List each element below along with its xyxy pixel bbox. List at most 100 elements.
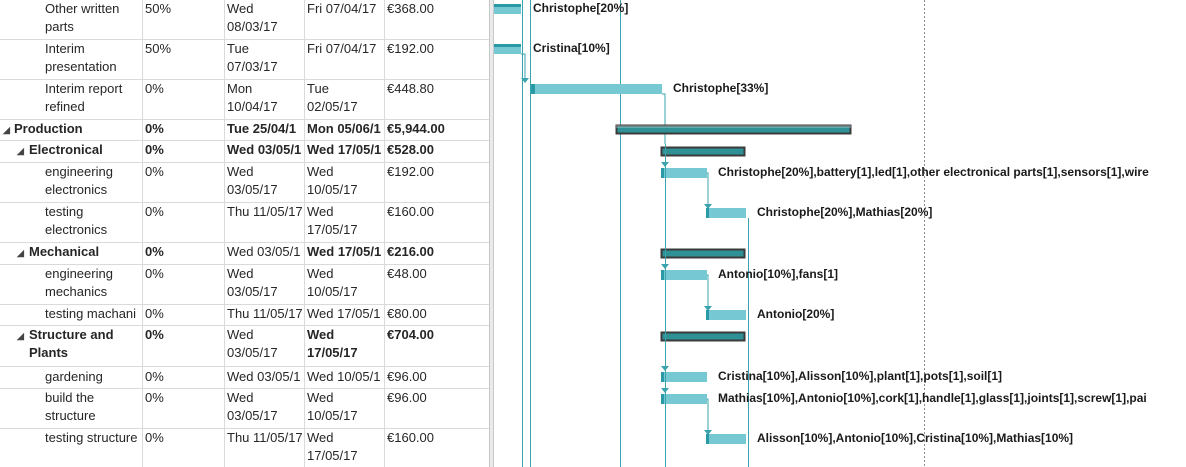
- resource-label: Cristina[10%],Alisson[10%],plant[1],pots…: [718, 369, 1003, 383]
- finish-date: Wed 10/05/17: [307, 164, 358, 197]
- task-row-electronical[interactable]: ◢ Electronical 0% Wed 03/05/1 Wed 17/05/…: [0, 141, 490, 162]
- arrow-head-icon: [704, 306, 712, 311]
- finish-date: Wed 17/05/17: [307, 430, 358, 463]
- name-cell[interactable]: gardening: [0, 367, 143, 388]
- name-cell[interactable]: ◢ Electronical: [0, 141, 143, 162]
- percent-complete: 0%: [145, 142, 164, 157]
- arrow-head-icon: [521, 78, 529, 83]
- start-date: Tue 25/04/1: [227, 121, 297, 136]
- start-date: Wed 03/05/17: [227, 164, 278, 197]
- arrow-head-icon: [704, 204, 712, 209]
- name-cell[interactable]: ◢ Mechanical: [0, 243, 143, 264]
- gantt-chart: Christophe[20%] Cristina[10%] Christophe…: [494, 0, 1186, 467]
- pane-splitter[interactable]: [489, 0, 494, 467]
- task-row-production[interactable]: ◢ Production 0% Tue 25/04/1 Mon 05/06/1 …: [0, 120, 490, 140]
- start-date: Wed 03/05/1: [227, 369, 301, 384]
- finish-date: Wed 17/05/1: [307, 142, 382, 157]
- progress-indicator: [494, 4, 521, 7]
- percent-complete: 0%: [145, 164, 164, 179]
- dependency-link: [707, 172, 709, 206]
- cost: €192.00: [387, 164, 434, 179]
- task-row-other-written-parts[interactable]: Other written parts 50% Wed 08/03/17 Fri…: [0, 0, 490, 40]
- cost: €96.00: [387, 390, 427, 405]
- start-date: Tue 07/03/17: [227, 41, 278, 74]
- gantt-bar-engineering-mechanics[interactable]: [661, 270, 707, 280]
- gantt-bar-interim-report-refined[interactable]: [531, 84, 662, 94]
- cost: €216.00: [387, 244, 434, 259]
- percent-complete: 0%: [145, 327, 164, 342]
- name-cell[interactable]: Interim presentation: [0, 40, 143, 80]
- cost: €80.00: [387, 306, 427, 321]
- finish-date: Fri 07/04/17: [307, 41, 377, 56]
- percent-complete: 50%: [145, 1, 172, 16]
- summary-bar-electronical[interactable]: [660, 146, 746, 157]
- percent-complete: 0%: [145, 204, 164, 219]
- name-cell[interactable]: Other written parts: [0, 0, 143, 40]
- collapse-triangle-icon[interactable]: ◢: [17, 248, 24, 258]
- summary-bar-production[interactable]: [615, 124, 852, 135]
- cost: €160.00: [387, 430, 434, 445]
- task-row-structure-and-plants[interactable]: ◢ Structure and Plants 0% Wed 03/05/17 W…: [0, 326, 490, 366]
- gantt-bar-testing-structure[interactable]: [706, 434, 746, 444]
- task-row-testing-electronics[interactable]: testing electronics 0% Thu 11/05/17 Wed …: [0, 203, 490, 243]
- dependency-link: [662, 93, 666, 144]
- name-cell[interactable]: build the structure: [0, 389, 143, 429]
- resource-label: Cristina[10%]: [533, 41, 610, 55]
- name-cell[interactable]: engineering electronics: [0, 163, 143, 203]
- task-row-engineering-electronics[interactable]: engineering electronics 0% Wed 03/05/17 …: [0, 163, 490, 203]
- resource-label: Mathias[10%],Antonio[10%],cork[1],handle…: [718, 391, 1147, 405]
- start-date: Mon 10/04/17: [227, 81, 278, 114]
- collapse-triangle-icon[interactable]: ◢: [3, 125, 10, 135]
- task-table: Other written parts 50% Wed 08/03/17 Fri…: [0, 0, 490, 467]
- start-date: Thu 11/05/17: [227, 306, 303, 321]
- gantt-bar-interim-presentation[interactable]: [494, 44, 521, 54]
- finish-date: Tue 02/05/17: [307, 81, 358, 114]
- gantt-bar-testing-electronics[interactable]: [706, 208, 746, 218]
- start-date: Thu 11/05/17: [227, 430, 303, 445]
- finish-date: Wed 17/05/17: [307, 204, 358, 237]
- name-cell[interactable]: Interim report refined: [0, 80, 143, 120]
- task-row-gardening[interactable]: gardening 0% Wed 03/05/1 Wed 10/05/1 €96…: [0, 367, 490, 388]
- task-row-interim-presentation[interactable]: Interim presentation 50% Tue 07/03/17 Fr…: [0, 40, 490, 80]
- resource-label: Antonio[20%]: [757, 307, 835, 321]
- task-row-testing-structure[interactable]: testing structure 0% Thu 11/05/17 Wed 17…: [0, 429, 490, 467]
- gantt-canvas: [494, 0, 925, 467]
- resource-label: Alisson[10%],Antonio[10%],Cristina[10%],…: [757, 431, 1074, 445]
- gantt-bar-gardening[interactable]: [661, 372, 707, 382]
- finish-date: Wed 17/05/1: [307, 306, 381, 321]
- start-date: Wed 03/05/17: [227, 390, 278, 423]
- summary-bar-structure-and-plants[interactable]: [660, 331, 746, 342]
- start-date: Wed 03/05/1: [227, 142, 302, 157]
- resource-label: Antonio[10%],fans[1]: [718, 267, 838, 281]
- name-cell[interactable]: testing machani: [0, 305, 143, 325]
- gantt-bar-other-written-parts[interactable]: [494, 4, 521, 14]
- task-row-mechanical[interactable]: ◢ Mechanical 0% Wed 03/05/1 Wed 17/05/1 …: [0, 243, 490, 264]
- finish-date: Wed 10/05/17: [307, 266, 358, 299]
- collapse-triangle-icon[interactable]: ◢: [17, 331, 24, 341]
- start-date: Wed 03/05/17: [227, 327, 278, 360]
- cost: €192.00: [387, 41, 434, 56]
- resource-label: Christophe[33%]: [673, 81, 769, 95]
- collapse-triangle-icon[interactable]: ◢: [17, 146, 24, 156]
- task-row-build-the-structure[interactable]: build the structure 0% Wed 03/05/17 Wed …: [0, 389, 490, 429]
- task-row-testing-machanics[interactable]: testing machani 0% Thu 11/05/17 Wed 17/0…: [0, 305, 490, 325]
- name-cell[interactable]: ◢ Production: [0, 120, 143, 140]
- gantt-bar-build-the-structure[interactable]: [661, 394, 707, 404]
- gantt-bar-testing-machanics[interactable]: [706, 310, 746, 320]
- percent-complete: 0%: [145, 306, 164, 321]
- task-row-interim-report-refined[interactable]: Interim report refined 0% Mon 10/04/17 T…: [0, 80, 490, 120]
- task-row-engineering-mechanics[interactable]: engineering mechanics 0% Wed 03/05/17 We…: [0, 265, 490, 305]
- name-cell[interactable]: engineering mechanics: [0, 265, 143, 305]
- name-cell[interactable]: testing electronics: [0, 203, 143, 243]
- finish-date: Wed 10/05/17: [307, 390, 358, 423]
- name-cell[interactable]: ◢ Structure and Plants: [0, 326, 143, 366]
- resource-label: Christophe[20%],battery[1],led[1],other …: [718, 165, 1149, 179]
- percent-complete: 0%: [145, 266, 164, 281]
- finish-date: Wed 17/05/17: [307, 327, 358, 360]
- summary-bar-mechanical[interactable]: [660, 248, 746, 259]
- cost: €160.00: [387, 204, 434, 219]
- gantt-bar-engineering-electronics[interactable]: [661, 168, 707, 178]
- name-cell[interactable]: testing structure: [0, 429, 143, 467]
- percent-complete: 0%: [145, 244, 164, 259]
- cost: €368.00: [387, 1, 434, 16]
